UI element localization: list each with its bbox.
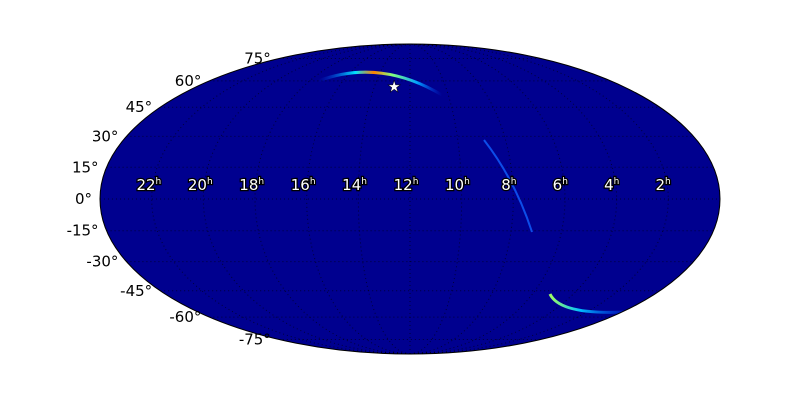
ra-gridline — [409, 44, 669, 354]
star-marker-icon: ★ — [387, 77, 401, 96]
ra-gridline — [409, 44, 514, 354]
lat-tick-label: -75° — [239, 330, 271, 348]
map-border — [99, 43, 721, 355]
lat-tick-label: 15° — [72, 158, 99, 176]
ra-gridline — [306, 44, 411, 354]
ra-tick-label: 16h — [291, 176, 316, 194]
probability-arc-south — [548, 293, 626, 314]
sky-background — [100, 44, 720, 354]
ra-gridline — [357, 44, 411, 354]
lat-tick-label: 60° — [175, 72, 202, 90]
lat-tick-label: -15° — [67, 222, 99, 240]
lat-tick-label: 45° — [126, 98, 153, 116]
graticule — [100, 44, 720, 354]
lat-tick-label: -60° — [169, 308, 201, 326]
ra-gridline — [409, 44, 463, 354]
lat-tick-label: 75° — [244, 50, 271, 68]
probability-contours — [317, 70, 626, 314]
ra-gridline — [409, 44, 618, 354]
ra-gridline — [202, 44, 411, 354]
lat-tick-label: -45° — [120, 282, 152, 300]
ra-tick-label: 14h — [342, 176, 367, 194]
probability-arc-north — [317, 70, 443, 97]
lat-tick-label: 0° — [75, 190, 92, 208]
ra-tick-label: 22h — [136, 176, 161, 194]
probability-arc-middle — [483, 139, 533, 233]
lat-tick-label: 30° — [92, 127, 119, 145]
ra-gridline — [151, 44, 411, 354]
lat-tick-label: -30° — [86, 253, 118, 271]
